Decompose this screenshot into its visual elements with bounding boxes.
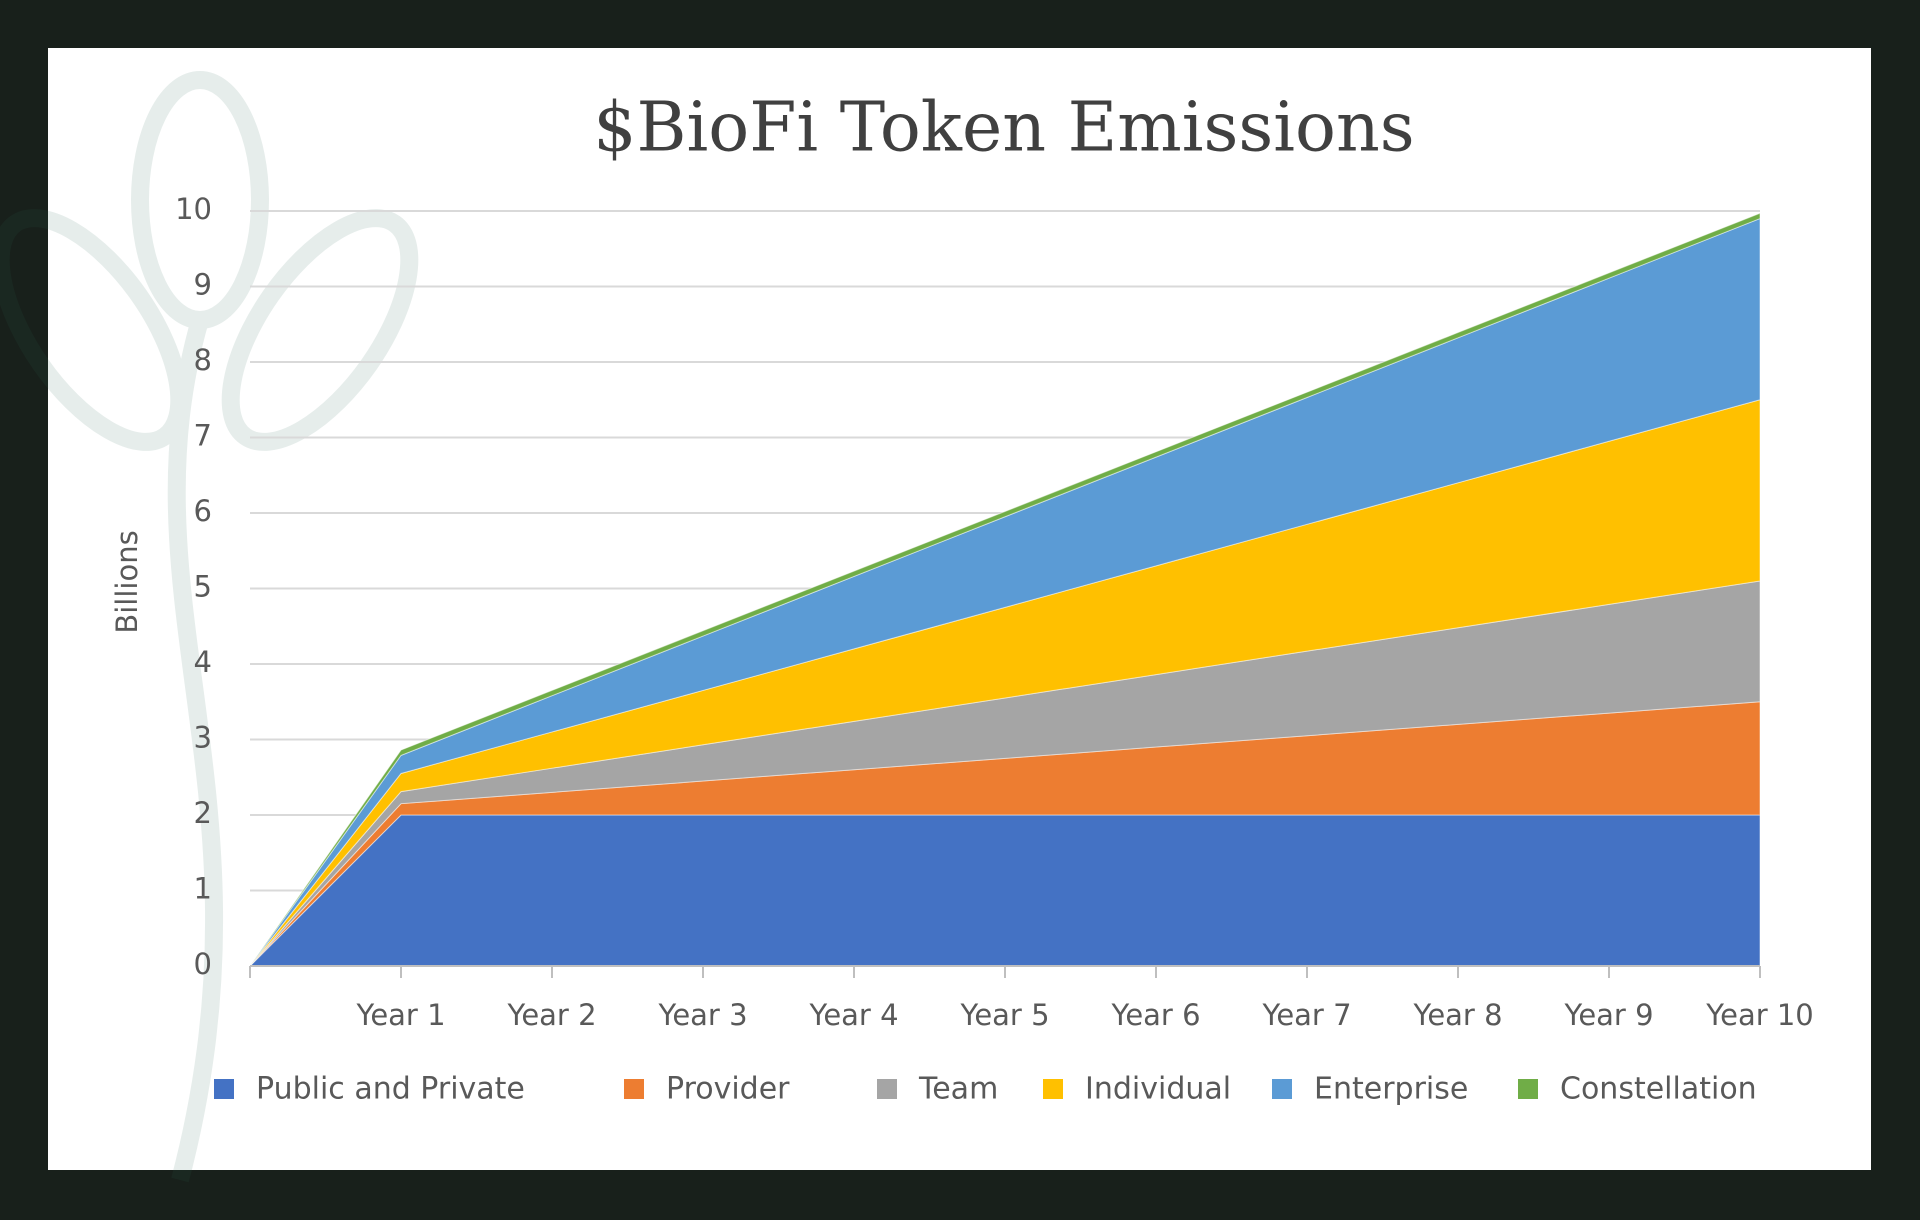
- legend-swatch: [624, 1079, 644, 1099]
- legend-label: Provider: [666, 1072, 790, 1107]
- x-tick-label: Year 8: [1412, 998, 1502, 1032]
- x-tick-label: Year 1: [355, 998, 445, 1032]
- x-tick-label: Year 5: [959, 998, 1049, 1032]
- y-tick-label: 8: [194, 343, 212, 377]
- legend-label: Public and Private: [256, 1072, 525, 1107]
- y-tick-label: 10: [175, 192, 212, 226]
- legend-label: Constellation: [1560, 1072, 1757, 1107]
- x-tick-label: Year 3: [657, 998, 747, 1032]
- x-tick-label: Year 9: [1563, 998, 1653, 1032]
- legend-label: Individual: [1085, 1072, 1231, 1107]
- legend-item: Team: [877, 1072, 998, 1107]
- legend-item: Constellation: [1518, 1072, 1757, 1107]
- legend-swatch: [1272, 1079, 1292, 1099]
- y-tick-label: 3: [194, 721, 212, 755]
- legend-swatch: [1043, 1079, 1063, 1099]
- x-tick-label: Year 2: [506, 998, 596, 1032]
- y-tick-label: 1: [194, 872, 212, 906]
- y-tick-label: 2: [194, 796, 212, 830]
- y-tick-label: 7: [194, 419, 212, 453]
- legend-label: Enterprise: [1314, 1072, 1468, 1107]
- y-tick-label: 4: [194, 645, 212, 679]
- chart-title: $BioFi Token Emissions: [593, 89, 1414, 168]
- legend-swatch: [1518, 1079, 1538, 1099]
- legend-label: Team: [918, 1072, 998, 1107]
- watermark: [0, 71, 419, 1183]
- x-tick-label: Year 4: [808, 998, 898, 1032]
- legend-swatch: [877, 1079, 897, 1099]
- legend-item: Provider: [624, 1072, 790, 1107]
- area: [248, 814, 1761, 967]
- y-axis-label: Billions: [110, 530, 144, 633]
- legend-swatch: [214, 1079, 234, 1099]
- y-tick-label: 0: [194, 947, 212, 981]
- y-tick-label: 9: [194, 268, 212, 302]
- x-tick-label: Year 10: [1705, 998, 1814, 1032]
- y-tick-label: 6: [194, 494, 212, 528]
- y-tick-label: 5: [194, 570, 212, 604]
- area: [249, 212, 1761, 967]
- x-tick-label: Year 6: [1110, 998, 1200, 1032]
- legend-item: Public and Private: [214, 1072, 525, 1107]
- legend-item: Individual: [1043, 1072, 1231, 1107]
- legend-item: Enterprise: [1272, 1072, 1468, 1107]
- x-tick-label: Year 7: [1261, 998, 1351, 1032]
